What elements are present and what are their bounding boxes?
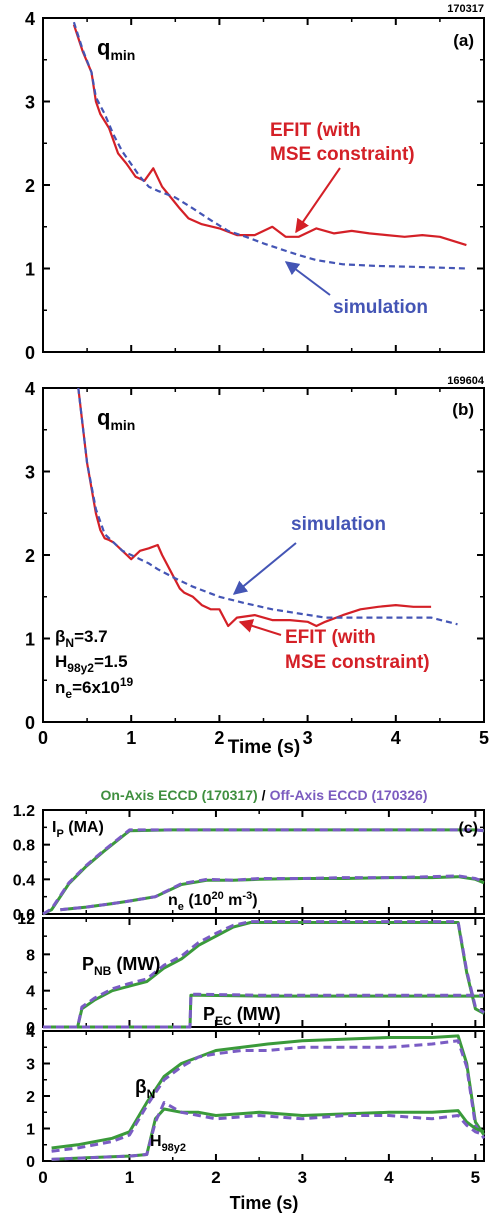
panel-b: 0 1 2 3 4 0 1 2 3 4 5 169604 (b) qmin simulation E… bbox=[25, 375, 489, 758]
series-line-dashed bbox=[77, 387, 458, 626]
legend-off-axis: Off-Axis ECCD (170326) bbox=[270, 787, 428, 803]
series-line-dashed bbox=[51, 1101, 485, 1161]
panel-b-param-beta: βN=3.7 bbox=[55, 627, 108, 650]
panel-a-series bbox=[72, 21, 467, 270]
x-tick-label: 0 bbox=[38, 728, 48, 748]
panel-a-shot: 170317 bbox=[447, 3, 484, 15]
panel-b-sim-arrow bbox=[232, 542, 297, 595]
x-tick-label: 5 bbox=[479, 728, 489, 748]
x-tick-label: 4 bbox=[391, 728, 401, 748]
x-tick-label: 3 bbox=[303, 728, 313, 748]
panel-a-sim-label: simulation bbox=[333, 297, 428, 318]
y-tick-label: 2 bbox=[26, 1089, 35, 1106]
y-tick-label: 4 bbox=[26, 1024, 35, 1041]
panel-a-efit-label-1: EFIT (with bbox=[270, 120, 361, 141]
y-tick-label: 3 bbox=[25, 463, 35, 483]
y-tick-label: 4 bbox=[26, 984, 35, 1001]
y-tick-label: 4 bbox=[25, 379, 35, 399]
x-tick-label: 2 bbox=[214, 728, 224, 748]
panel-b-sim-label: simulation bbox=[291, 514, 386, 535]
panel-c-xlabel: Time (s) bbox=[230, 1193, 299, 1213]
series-line-dashed bbox=[43, 920, 485, 1029]
series-line-dashed bbox=[43, 992, 484, 1029]
series-line-solid bbox=[72, 24, 467, 247]
series-line-dashed bbox=[51, 1039, 486, 1153]
label-ip: IP (MA) bbox=[52, 819, 104, 840]
panel-b-param-h: H98y2=1.5 bbox=[55, 652, 128, 675]
x-tick-label: 1 bbox=[126, 728, 136, 748]
x-tick-label: 2 bbox=[211, 1168, 220, 1187]
y-tick-label: 2 bbox=[25, 546, 35, 566]
legend: On-Axis ECCD (170317) / Off-Axis ECCD (170… bbox=[101, 787, 428, 803]
y-tick-label: 1 bbox=[26, 1122, 35, 1139]
panel-c: On-Axis ECCD (170317) / Off-Axis ECCD (170… bbox=[13, 787, 486, 1213]
panel-b-quantity: qmin bbox=[97, 405, 135, 433]
series-line-solid bbox=[51, 1034, 486, 1150]
x-tick-label: 3 bbox=[298, 1168, 307, 1187]
x-tick-label: 5 bbox=[471, 1168, 480, 1187]
x-tick-label: 0 bbox=[38, 1168, 47, 1187]
series-line-dashed bbox=[72, 21, 467, 270]
y-tick-label: 3 bbox=[25, 93, 35, 113]
y-tick-label: 1 bbox=[25, 630, 35, 650]
x-tick-label: 4 bbox=[384, 1168, 394, 1187]
y-tick-label: 0.4 bbox=[13, 872, 35, 889]
panel-b-efit-label-2: MSE constraint) bbox=[285, 652, 430, 673]
panel-a-efit-label-2: MSE constraint) bbox=[270, 144, 415, 165]
x-tick-label: 1 bbox=[125, 1168, 134, 1187]
panel-b-shot: 169604 bbox=[447, 375, 485, 387]
panel-b-efit-arrow bbox=[238, 619, 282, 636]
label-beta-n: βN bbox=[135, 1077, 155, 1101]
panel-a: 0 1 2 3 4 170317 (a) qmin EFIT (with MSE con… bbox=[25, 3, 485, 363]
series-line-solid bbox=[60, 875, 485, 912]
panel-b-param-ne: ne=6x1019 bbox=[55, 675, 134, 701]
series-line-dashed bbox=[60, 874, 485, 912]
panel-b-series bbox=[77, 387, 458, 628]
label-pec: PEC (MW) bbox=[203, 1004, 281, 1028]
panel-c-series bbox=[42, 828, 486, 1161]
series-line-dashed bbox=[42, 828, 485, 916]
y-tick-label: 4 bbox=[25, 9, 35, 29]
y-tick-label: 0 bbox=[26, 1020, 35, 1037]
y-tick-label: 12 bbox=[17, 911, 35, 928]
panel-b-ticks: 0 1 2 3 4 0 1 2 3 4 5 bbox=[25, 379, 489, 748]
y-tick-label: 8 bbox=[26, 947, 35, 964]
panel-a-letter: (a) bbox=[453, 31, 474, 50]
series-line-solid bbox=[42, 828, 485, 916]
label-ne: ne (1020 m-3) bbox=[168, 890, 258, 913]
y-tick-label: 0.0 bbox=[13, 907, 35, 924]
label-pnb: PNB (MW) bbox=[82, 954, 160, 978]
y-tick-label: 0 bbox=[25, 713, 35, 733]
label-h98y2: H98y2 bbox=[150, 1133, 186, 1154]
panel-b-xlabel: Time (s) bbox=[228, 737, 301, 758]
y-tick-label: 3 bbox=[26, 1057, 35, 1074]
panel-b-letter: (b) bbox=[452, 400, 474, 419]
panel-a-ticks: 0 1 2 3 4 bbox=[25, 9, 485, 363]
panel-a-sim-arrow bbox=[284, 261, 331, 296]
panel-c-top-frame bbox=[42, 809, 485, 915]
panel-a-quantity: qmin bbox=[97, 35, 135, 63]
y-tick-label: 2 bbox=[25, 176, 35, 196]
y-tick-label: 0 bbox=[26, 1154, 35, 1171]
y-tick-label: 1 bbox=[25, 260, 35, 280]
panel-a-efit-arrow bbox=[295, 167, 341, 234]
y-tick-label: 1.2 bbox=[13, 803, 35, 820]
legend-on-axis: On-Axis ECCD (170317) bbox=[101, 787, 258, 803]
y-tick-label: 0.8 bbox=[13, 838, 35, 855]
panel-c-letter: (c) bbox=[458, 820, 478, 837]
series-line-solid bbox=[77, 387, 432, 628]
y-tick-label: 0 bbox=[25, 343, 35, 363]
panel-b-efit-label-1: EFIT (with bbox=[285, 627, 376, 648]
